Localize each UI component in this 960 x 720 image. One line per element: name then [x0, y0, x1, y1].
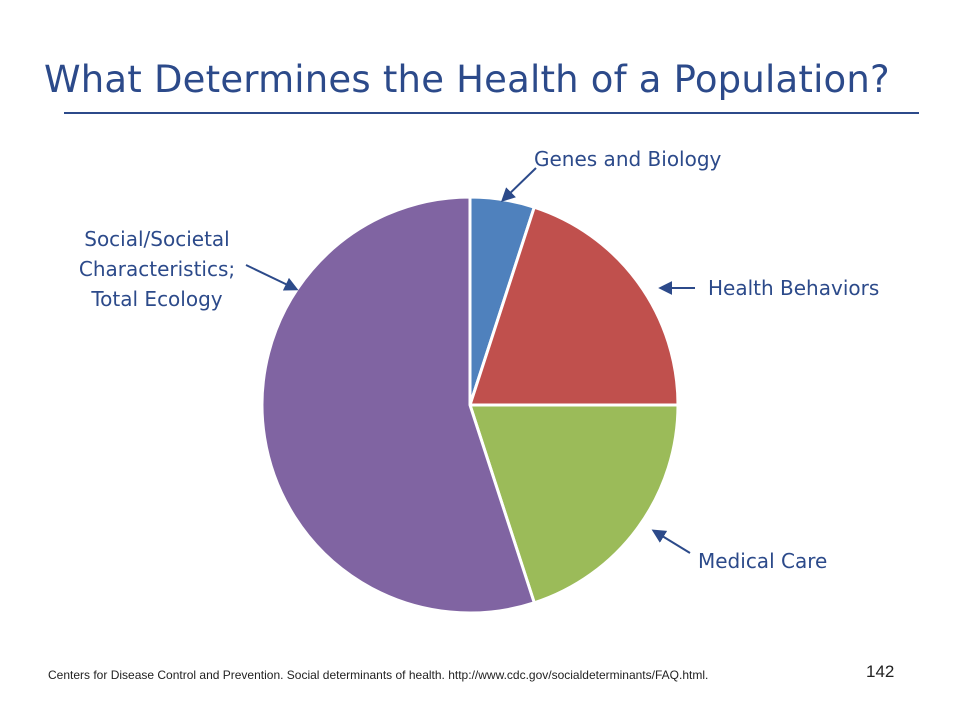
slide-title: What Determines the Health of a Populati… [44, 58, 890, 101]
slice-label-medical-care: Medical Care [698, 549, 827, 573]
slice-label-genes-and-biology: Genes and Biology [534, 147, 722, 171]
pie-slice-social-societal-characteristics-total-ecology [260, 195, 536, 615]
source-footnote: Centers for Disease Control and Preventi… [48, 668, 709, 682]
slice-label-health-behaviors: Health Behaviors [708, 276, 879, 300]
slice-labels: Genes and Biology Health Behaviors Medical… [79, 147, 879, 573]
callout-arrow-social-societal-characteristics-total-ecology [245, 264, 299, 291]
pie-slice-medical-care [468, 403, 680, 605]
pie-slices [260, 195, 680, 615]
title-underline [64, 112, 919, 114]
pie-slice-health-behaviors [468, 205, 680, 407]
callout-arrow-genes-and-biology [500, 167, 537, 202]
callout-arrows [245, 167, 695, 554]
slice-label-social-societal-characteristics-total-ecology: Social/Societal Characteristics; Total Eco… [79, 227, 235, 311]
callout-arrow-medical-care [651, 529, 691, 554]
page-number: 142 [866, 662, 895, 681]
